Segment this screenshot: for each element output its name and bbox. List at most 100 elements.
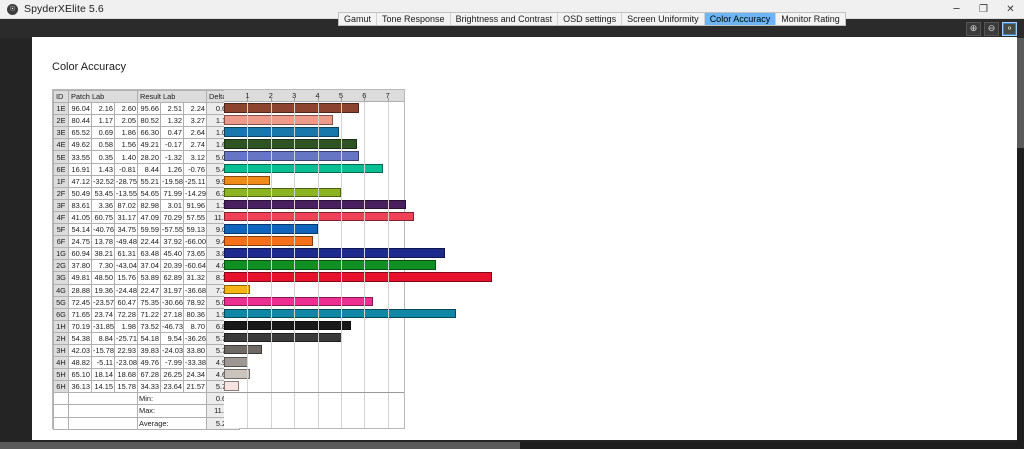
cell-result-lab: 0.47 bbox=[160, 126, 185, 140]
chart-bar bbox=[224, 187, 342, 198]
chart-bar-row bbox=[224, 102, 404, 114]
minimize-button[interactable]: ─ bbox=[953, 3, 960, 15]
zoom-out-button[interactable]: ⊖ bbox=[984, 21, 999, 36]
tab-brightness-and-contrast[interactable]: Brightness and Contrast bbox=[450, 13, 559, 25]
cell-patch-lab: 96.04 bbox=[68, 102, 92, 116]
vertical-scrollbar-thumb[interactable] bbox=[1017, 38, 1024, 148]
chart-bar bbox=[224, 139, 358, 149]
chart-bar-row bbox=[224, 187, 404, 199]
cell-result-lab: 73.65 bbox=[183, 247, 208, 261]
cell-result-lab: 45.40 bbox=[160, 247, 185, 261]
x-axis-tick-mark bbox=[317, 98, 319, 102]
tab-osd-settings[interactable]: OSD settings bbox=[558, 13, 623, 25]
cell-id: 2G bbox=[53, 259, 69, 273]
cell-patch-lab: 71.65 bbox=[68, 307, 92, 321]
tab-tone-response[interactable]: Tone Response bbox=[377, 13, 451, 25]
cell-id: 6E bbox=[53, 162, 69, 176]
close-button[interactable]: ✕ bbox=[1006, 3, 1015, 15]
cell-result-lab: 1.26 bbox=[160, 162, 185, 176]
chart-bar-row bbox=[224, 114, 404, 126]
cell-id: 2H bbox=[53, 331, 69, 345]
cell-patch-lab: 70.19 bbox=[68, 319, 92, 333]
cell-id: 3H bbox=[53, 343, 69, 358]
cell-patch-lab: 36.13 bbox=[68, 380, 92, 394]
delta-e-bar-chart: 1 2 3 4 5 6 7 bbox=[224, 90, 492, 428]
cell-result-lab: 91.96 bbox=[183, 198, 208, 212]
x-axis-tick-mark bbox=[364, 98, 366, 102]
chart-bar-row bbox=[224, 175, 404, 187]
zoom-in-button[interactable]: ⊕ bbox=[966, 21, 981, 36]
table-body: 1E96.042.162.6095.662.512.240.632E80.441… bbox=[53, 102, 241, 394]
cell-patch-lab: 1.43 bbox=[91, 162, 115, 176]
cell-result-lab: 54.65 bbox=[137, 186, 162, 200]
cell-patch-lab: 49.62 bbox=[68, 138, 92, 152]
cell-result-lab: 63.48 bbox=[137, 247, 162, 261]
cell-patch-lab: 33.55 bbox=[68, 150, 92, 164]
tab-monitor-rating[interactable]: Monitor Rating bbox=[776, 13, 845, 25]
cell-patch-lab: 34.75 bbox=[113, 223, 139, 237]
cell-result-lab: 67.28 bbox=[137, 368, 162, 382]
cell-patch-lab: 14.15 bbox=[91, 380, 115, 394]
summary-row: Average:5.28 bbox=[53, 416, 241, 430]
tab-color-accuracy[interactable]: Color Accuracy bbox=[704, 13, 777, 25]
page-title: Color Accuracy bbox=[52, 61, 126, 73]
tab-gamut[interactable]: Gamut bbox=[339, 13, 378, 25]
cell-id: 5F bbox=[53, 223, 69, 237]
x-axis-tick-mark bbox=[270, 98, 272, 102]
cell-patch-lab: -49.48 bbox=[113, 235, 139, 249]
chart-bar-row bbox=[224, 332, 404, 344]
cell-result-lab: 75.35 bbox=[137, 295, 162, 309]
cell-result-lab: 8.44 bbox=[137, 162, 162, 176]
x-axis-tick-label: 3 bbox=[292, 91, 297, 100]
cell-result-lab: 3.01 bbox=[160, 198, 185, 212]
chart-gridline bbox=[364, 102, 366, 428]
x-axis-tick-label: 7 bbox=[385, 91, 390, 100]
chart-gridline bbox=[294, 102, 296, 428]
horizontal-scrollbar[interactable] bbox=[0, 442, 1017, 449]
summary-spacer bbox=[53, 404, 69, 418]
cell-result-lab: -57.55 bbox=[160, 223, 185, 237]
x-axis-tick-label: 6 bbox=[362, 91, 367, 100]
cell-patch-lab: 60.94 bbox=[68, 247, 92, 261]
cell-result-lab: 22.44 bbox=[137, 235, 162, 249]
cell-result-lab: 3.12 bbox=[183, 150, 208, 164]
x-axis-tick-label: 2 bbox=[268, 91, 273, 100]
cell-result-lab: 82.98 bbox=[137, 198, 162, 212]
chart-bar-row bbox=[224, 199, 407, 211]
cell-result-lab: 2.51 bbox=[160, 102, 185, 116]
maximize-button[interactable]: ❐ bbox=[979, 3, 988, 15]
x-axis-tick-mark bbox=[387, 98, 389, 102]
cell-id: 6F bbox=[53, 235, 69, 249]
cell-id: 4F bbox=[53, 210, 69, 225]
chart-bar bbox=[224, 103, 360, 113]
cell-patch-lab: 60.75 bbox=[91, 210, 115, 225]
cell-patch-lab: 83.61 bbox=[68, 198, 92, 212]
cell-id: 4H bbox=[53, 356, 69, 370]
column-header-result-lab: Result Lab bbox=[137, 89, 208, 104]
horizontal-scrollbar-thumb[interactable] bbox=[0, 442, 520, 449]
x-axis-tick-label: 5 bbox=[338, 91, 343, 100]
cell-patch-lab: -23.57 bbox=[91, 295, 115, 309]
cell-patch-lab: 61.31 bbox=[113, 247, 139, 261]
vertical-scrollbar[interactable] bbox=[1017, 38, 1024, 449]
cell-patch-lab: 1.86 bbox=[113, 126, 139, 140]
chart-bar-row bbox=[224, 296, 404, 308]
cell-patch-lab: -5.11 bbox=[91, 356, 115, 370]
tab-screen-uniformity[interactable]: Screen Uniformity bbox=[622, 13, 705, 25]
summary-spacer bbox=[53, 416, 69, 430]
cell-result-lab: 27.18 bbox=[160, 307, 185, 321]
cell-result-lab: 49.21 bbox=[137, 138, 162, 152]
cell-result-lab: -7.99 bbox=[160, 356, 185, 370]
cell-patch-lab: -31.85 bbox=[91, 319, 115, 333]
chart-bar bbox=[224, 211, 415, 222]
cell-result-lab: 95.66 bbox=[137, 102, 162, 116]
cell-patch-lab: 80.44 bbox=[68, 114, 92, 128]
zoom-fit-button[interactable]: ⚬ bbox=[1002, 21, 1017, 36]
